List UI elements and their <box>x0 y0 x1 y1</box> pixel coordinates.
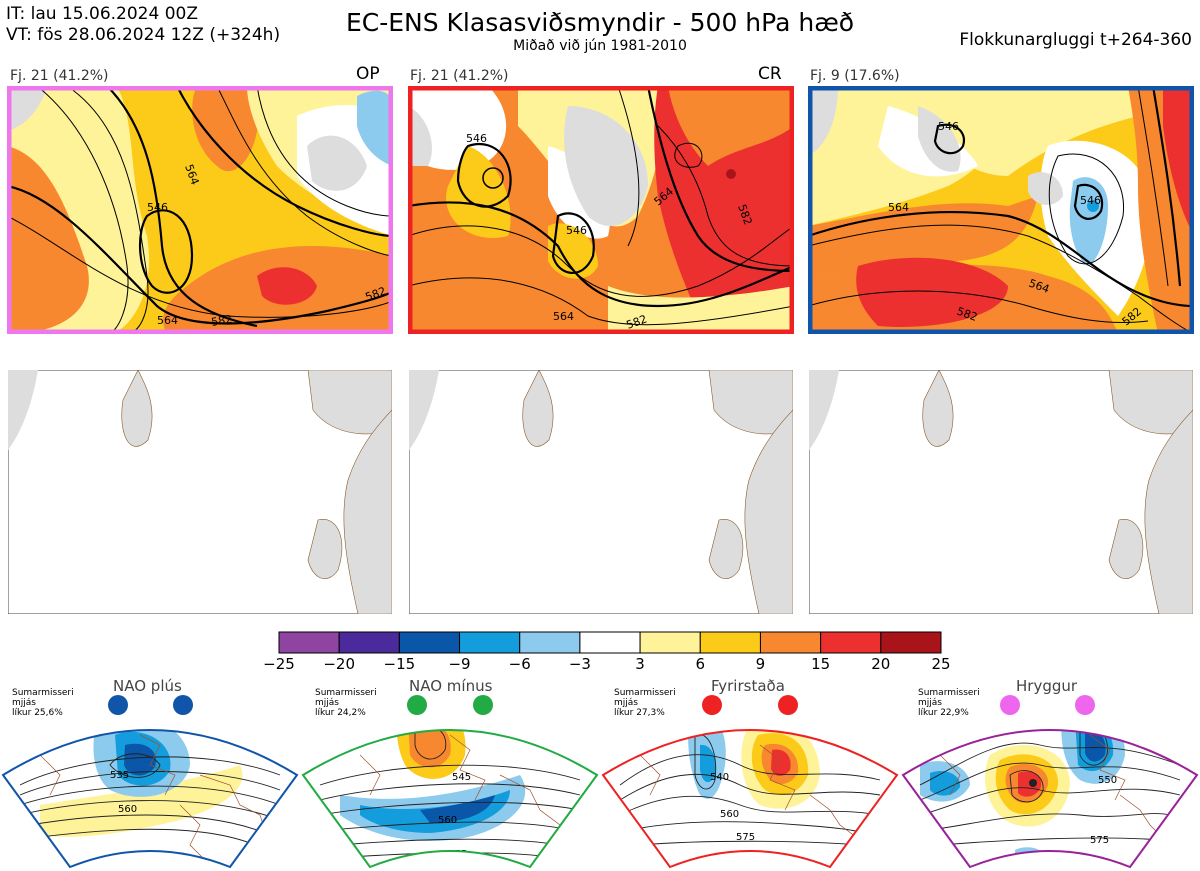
base-map-3 <box>809 370 1193 614</box>
colorbar-cell <box>579 631 641 654</box>
colorbar-tick-label: −6 <box>508 655 531 673</box>
contour-label: 530 <box>1078 717 1097 728</box>
header-info: IT: lau 15.06.2024 00Z VT: fös 28.06.202… <box>6 4 280 46</box>
base-map-2 <box>409 370 793 614</box>
contour-label: 545 <box>452 772 471 783</box>
colorbar-cell <box>820 631 882 654</box>
colorbar-tick-label: 3 <box>635 655 645 673</box>
colorbar-cell <box>699 631 761 654</box>
contour-label: 564 <box>888 201 909 214</box>
contour-label: 560 <box>118 804 137 815</box>
colorbar-cell <box>639 631 701 654</box>
contour-label: 575 <box>1090 835 1109 846</box>
regime-title-nao-minus: NAO mínus <box>409 677 493 695</box>
regime-map-ridge: 530 550 575 <box>901 695 1199 869</box>
contour-label: 564 <box>553 310 574 323</box>
regime-title-nao-plus: NAO plús <box>113 677 182 695</box>
regime-note-3: Sumarmisseri mjjás líkur 27,3% <box>614 688 676 718</box>
contour-label: 582 <box>210 313 233 329</box>
colorbar-tick-label: 9 <box>755 655 766 673</box>
contour-label: 575 <box>736 832 755 843</box>
colorbar-tick-label: 15 <box>811 655 831 673</box>
colorbar-cell <box>338 631 400 654</box>
panel-1-tag: OP <box>356 64 380 84</box>
map-panel-cr: 546 546 564 582 564 582 <box>408 86 794 334</box>
page-title: EC-ENS Klasasviðsmyndir - 500 hPa hæð <box>345 8 855 37</box>
regime-title-blocking: Fyrirstaða <box>711 677 785 695</box>
colorbar-cell <box>398 631 461 654</box>
contour-label: 546 <box>466 132 487 145</box>
map-panel-op: 546 564 582 564 582 <box>7 86 393 334</box>
colorbar-cell <box>459 631 521 654</box>
contour-label: 560 <box>720 809 739 820</box>
regime-note-4: Sumarmisseri mjjás líkur 22,9% <box>918 688 980 718</box>
regime-note-1: Sumarmisseri mjjás líkur 25,6% <box>12 688 74 718</box>
colorbar <box>278 631 942 654</box>
colorbar-tick-label: −3 <box>568 655 591 673</box>
colorbar-tick-label: −20 <box>323 655 355 673</box>
contour-label: 546 <box>566 224 587 237</box>
contour-label: 546 <box>1080 194 1101 207</box>
colorbar-cell <box>278 631 340 654</box>
base-map-1 <box>8 370 392 614</box>
colorbar-tick-label: −25 <box>263 655 295 673</box>
colorbar-cell <box>880 631 942 654</box>
colorbar-tick-label: 20 <box>871 655 891 673</box>
contour-label: 535 <box>110 770 129 781</box>
regime-title-ridge: Hryggur <box>1016 677 1078 695</box>
regime-map-blocking: 540 560 575 <box>601 695 899 869</box>
regime-map-nao-plus: 535 560 <box>1 695 299 869</box>
contour-label: 540 <box>710 772 729 783</box>
colorbar-tick-label: −15 <box>383 655 416 673</box>
colorbar-tick-label: −9 <box>448 655 471 673</box>
contour-label: 546 <box>147 201 168 214</box>
page-subtitle: Miðað við jún 1981-2010 <box>513 38 687 54</box>
valid-time: VT: fös 28.06.2024 12Z (+324h) <box>6 25 281 45</box>
contour-label: 564 <box>157 314 178 327</box>
contour-label: 550 <box>1098 775 1117 786</box>
panel-2-tag: CR <box>758 64 782 84</box>
contour-label: 560 <box>438 815 457 826</box>
colorbar-cell <box>759 631 822 654</box>
regime-note-2: Sumarmisseri mjjás líkur 24,2% <box>315 688 377 718</box>
map-panel-3: 546 546 564 564 582 582 <box>808 86 1194 334</box>
contour-label: 546 <box>938 120 959 133</box>
panel-1-label: Fj. 21 (41.2%) <box>10 68 109 84</box>
colorbar-tick-label: 6 <box>695 655 706 673</box>
classification-window: Flokkunargluggi t+264-360 <box>959 30 1192 50</box>
init-time: IT: lau 15.06.2024 00Z <box>6 4 198 24</box>
colorbar-cell <box>519 631 581 654</box>
panel-2-label: Fj. 21 (41.2%) <box>410 68 509 84</box>
colorbar-tick-label: 25 <box>931 655 951 673</box>
panel-3-label: Fj. 9 (17.6%) <box>810 68 900 84</box>
regime-map-nao-minus: 545 560 575 <box>301 695 599 869</box>
